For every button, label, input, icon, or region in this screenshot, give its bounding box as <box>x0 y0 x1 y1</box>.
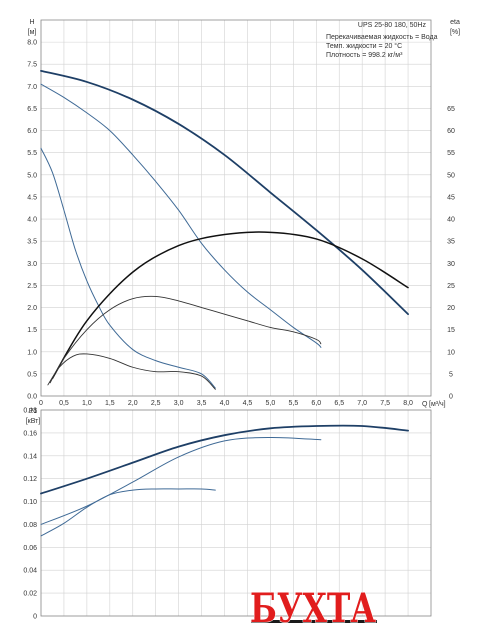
x-tick-label: 3,0 <box>174 400 184 407</box>
liquid-text: Перекачиваемая жидкость = Вода <box>326 34 438 41</box>
x-tick-label: 5,5 <box>288 400 298 407</box>
head-tick-label: 1.5 <box>27 327 37 334</box>
head-tick-label: 7.5 <box>27 62 37 69</box>
power-curve-1 <box>40 436 322 525</box>
x-tick-label: 1,5 <box>105 400 115 407</box>
x-tick-label: 4,5 <box>243 400 253 407</box>
efficiency-tick-label: 60 <box>447 128 455 135</box>
power-chart-series <box>40 424 409 537</box>
head-tick-label: 3.5 <box>27 239 37 246</box>
power-tick-label: 0.10 <box>23 499 37 506</box>
efficiency-axis-unit: [%] <box>450 29 460 36</box>
head-tick-label: 2.0 <box>27 305 37 312</box>
power-tick-label: 0 <box>33 614 37 621</box>
power-tick-label: 0.18 <box>23 408 37 415</box>
x-tick-label: 3,5 <box>197 400 207 407</box>
head-curve-1 <box>40 83 322 348</box>
power-tick-label: 0.04 <box>23 568 37 575</box>
efficiency-tick-label: 35 <box>447 239 455 246</box>
power-curve-0 <box>40 424 409 495</box>
power-tick-label: 0.08 <box>23 522 37 529</box>
head-tick-label: 2.5 <box>27 283 37 290</box>
efficiency-tick-label: 10 <box>447 349 455 356</box>
pump-info-box: UPS 25-80 180, 50Hz Перекачиваемая жидко… <box>326 22 438 59</box>
head-axis-label: H <box>29 19 34 26</box>
head-tick-label: 4.5 <box>27 194 37 201</box>
liquid-temperature-text: Темп. жидкости = 20 °C <box>326 42 402 50</box>
head-curve-0 <box>40 69 409 316</box>
head-tick-label: 4.0 <box>27 217 37 224</box>
head-curve-2 <box>40 147 216 389</box>
efficiency-tick-label: 50 <box>447 172 455 179</box>
efficiency-tick-label: 0 <box>449 394 453 401</box>
efficiency-curve-3 <box>51 231 409 380</box>
efficiency-tick-label: 45 <box>447 194 455 201</box>
head-tick-label: 8.0 <box>27 40 37 47</box>
efficiency-curve-5 <box>47 353 216 390</box>
axis-ticks: 0 0,5 1,0 1,5 2,0 2,5 3,0 3,5 4,0 4,5 5,0 5,5 6,0 6,5… <box>23 40 455 621</box>
power-tick-label: 0.12 <box>23 476 37 483</box>
x-tick-label: 0,5 <box>59 400 69 407</box>
x-tick-label: 1,0 <box>82 400 92 407</box>
pump-model-text: UPS 25-80 180, 50Hz <box>358 22 427 29</box>
x-tick-label: 2,5 <box>151 400 161 407</box>
x-tick-label: 5,0 <box>266 400 276 407</box>
efficiency-tick-label: 55 <box>447 150 455 157</box>
head-tick-label: 0.5 <box>27 371 37 378</box>
efficiency-tick-label: 40 <box>447 217 455 224</box>
efficiency-axis-label: eta <box>450 19 460 26</box>
density-text: Плотность = 998.2 кг/м³ <box>326 52 403 59</box>
head-chart-series <box>40 69 409 390</box>
efficiency-tick-label: 15 <box>447 327 455 334</box>
x-tick-label: 0 <box>39 400 43 407</box>
power-curve-2 <box>40 488 216 537</box>
x-tick-label: 4,0 <box>220 400 230 407</box>
head-tick-label: 7.0 <box>27 84 37 91</box>
flow-axis-label: Q <box>422 401 428 408</box>
power-axis-unit: [кВт] <box>26 418 41 425</box>
efficiency-tick-label: 20 <box>447 305 455 312</box>
power-tick-label: 0.14 <box>23 453 37 460</box>
x-tick-label: 6,5 <box>334 400 344 407</box>
x-tick-label: 7,5 <box>380 400 390 407</box>
logo-text: БУХТА <box>250 585 376 632</box>
x-tick-label: 6,0 <box>311 400 321 407</box>
head-chart-frame <box>40 19 432 397</box>
power-axis-label: P1 <box>29 408 38 415</box>
efficiency-tick-label: 25 <box>447 283 455 290</box>
x-tick-label: 8,0 <box>403 400 413 407</box>
logo-shadow <box>251 620 377 623</box>
head-axis-unit: [м] <box>28 29 37 36</box>
efficiency-tick-label: 30 <box>447 261 455 268</box>
head-tick-label: 6.5 <box>27 106 37 113</box>
x-tick-label: 7,0 <box>357 400 367 407</box>
buhta-logo: БУХТА <box>250 585 377 633</box>
head-tick-label: 3.0 <box>27 261 37 268</box>
head-tick-label: 5.5 <box>27 150 37 157</box>
power-chart-frame <box>40 409 432 617</box>
efficiency-curve-4 <box>49 295 322 384</box>
head-tick-label: 1.0 <box>27 349 37 356</box>
efficiency-tick-label: 65 <box>447 106 455 113</box>
head-tick-label: 6.0 <box>27 128 37 135</box>
head-tick-label: 0.0 <box>27 394 37 401</box>
power-tick-label: 0.16 <box>23 430 37 437</box>
efficiency-tick-label: 5 <box>449 371 453 378</box>
x-tick-label: 2,0 <box>128 400 138 407</box>
power-tick-label: 0.06 <box>23 545 37 552</box>
power-tick-label: 0.02 <box>23 591 37 598</box>
flow-axis-unit: [м³/ч] <box>429 401 446 408</box>
head-tick-label: 5.0 <box>27 172 37 179</box>
